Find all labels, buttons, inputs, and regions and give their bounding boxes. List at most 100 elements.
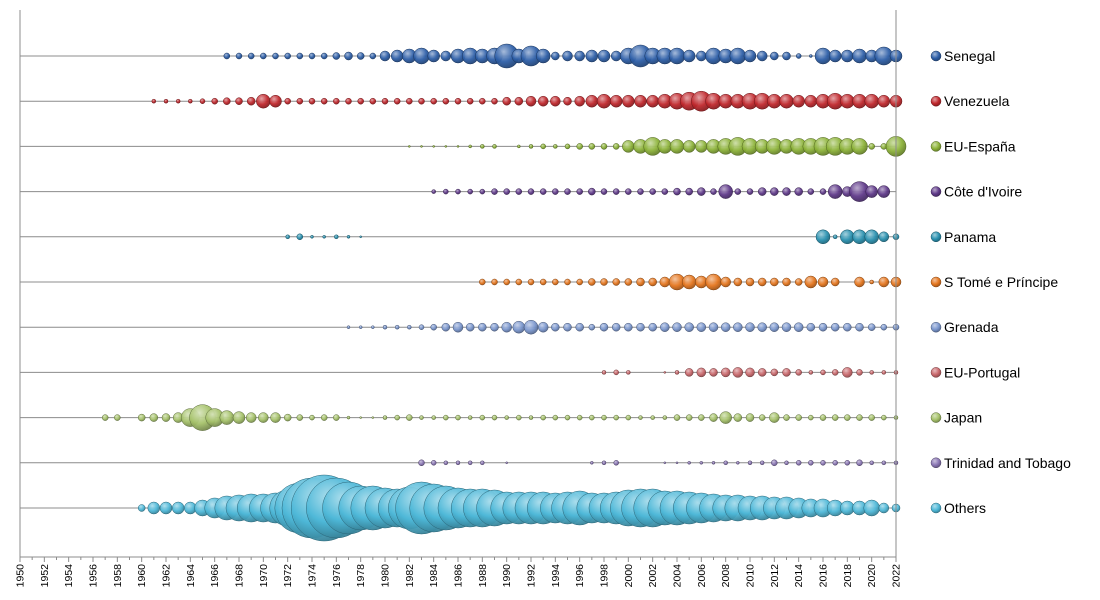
bubble (687, 461, 691, 465)
bubble (492, 144, 497, 149)
x-tick-label: 1960 (136, 564, 148, 588)
series-group (137, 474, 901, 542)
bubble (720, 276, 731, 288)
x-tick-label: 2014 (793, 564, 805, 588)
bubble (535, 48, 551, 64)
bubble (480, 460, 485, 466)
bubble (881, 460, 887, 466)
series-group (151, 90, 903, 112)
bubble (505, 461, 508, 465)
bubble (540, 143, 546, 150)
bubble (868, 143, 875, 150)
bubble (371, 325, 375, 329)
x-tick-label: 1950 (15, 564, 27, 588)
bubble (356, 52, 365, 60)
bubble (597, 49, 611, 63)
bubble (359, 416, 362, 419)
bubble (393, 97, 401, 105)
bubble (540, 414, 546, 421)
bubble (346, 415, 351, 420)
bubble (673, 414, 681, 421)
bubble (842, 367, 853, 378)
legend-label: EU-España (944, 138, 1016, 154)
bubble (696, 50, 707, 62)
bubble (308, 97, 316, 105)
x-tick-label: 1956 (88, 564, 100, 588)
series-group (418, 459, 899, 467)
bubble (770, 51, 779, 61)
bubble (491, 188, 498, 195)
bubble (844, 460, 851, 466)
series-group (346, 319, 900, 335)
bubble (757, 277, 767, 287)
bubble (820, 369, 826, 376)
bubble (804, 275, 818, 289)
bubble (808, 370, 814, 375)
bubble (199, 98, 206, 104)
bubble (852, 48, 867, 64)
bubble (793, 322, 804, 332)
bubble (523, 319, 539, 335)
bubble (612, 278, 620, 286)
bubble (427, 49, 440, 63)
bubble (601, 460, 607, 466)
bubble (431, 415, 436, 420)
x-tick-label: 1982 (404, 564, 416, 588)
bubble (662, 415, 668, 420)
bubble (840, 500, 855, 516)
x-tick-label: 1994 (550, 564, 562, 588)
x-tick-label: 2022 (891, 564, 903, 588)
legend-label: Grenada (944, 319, 999, 335)
bubble (537, 95, 549, 107)
bubble (674, 370, 680, 375)
bubble (332, 52, 341, 60)
bubble (501, 321, 512, 333)
bubble (390, 49, 404, 63)
bubble (827, 184, 843, 199)
bubble (408, 145, 411, 148)
bubble (589, 414, 595, 421)
bubble (792, 94, 805, 108)
bubble (832, 460, 838, 466)
bubble (601, 370, 607, 375)
x-tick-label: 2000 (623, 564, 635, 588)
bubble (746, 188, 754, 195)
bubble (517, 144, 521, 149)
bubble (175, 98, 181, 104)
bubble (851, 138, 868, 155)
bubble (357, 97, 364, 105)
bubble (245, 412, 257, 423)
legend-label: Others (944, 500, 986, 516)
bubble (719, 411, 732, 424)
bubble (564, 143, 571, 150)
bubble (525, 95, 537, 107)
bubble (502, 96, 511, 106)
bubble (491, 414, 498, 421)
bubble (613, 369, 619, 376)
series-group (101, 404, 899, 431)
bubble (881, 414, 887, 421)
bubble (843, 322, 852, 332)
bubble (734, 188, 742, 195)
bubble (418, 459, 425, 467)
bubble (869, 370, 874, 375)
legend-marker (930, 412, 942, 423)
bubble (636, 322, 645, 332)
series-group (431, 181, 891, 202)
bubble (646, 94, 659, 108)
bubble (881, 370, 887, 375)
bubble (296, 52, 304, 60)
bubble (767, 93, 782, 109)
bubble (745, 413, 755, 422)
x-tick-label: 1970 (258, 564, 270, 588)
legend-label: Côte d'Ivoire (944, 184, 1022, 200)
bubble (695, 140, 708, 153)
bubble (699, 461, 704, 465)
bubble (844, 414, 851, 421)
bubble (563, 322, 572, 332)
bubble (784, 460, 789, 466)
bubble (320, 414, 328, 421)
bubble (869, 460, 874, 466)
bubble (794, 278, 803, 286)
